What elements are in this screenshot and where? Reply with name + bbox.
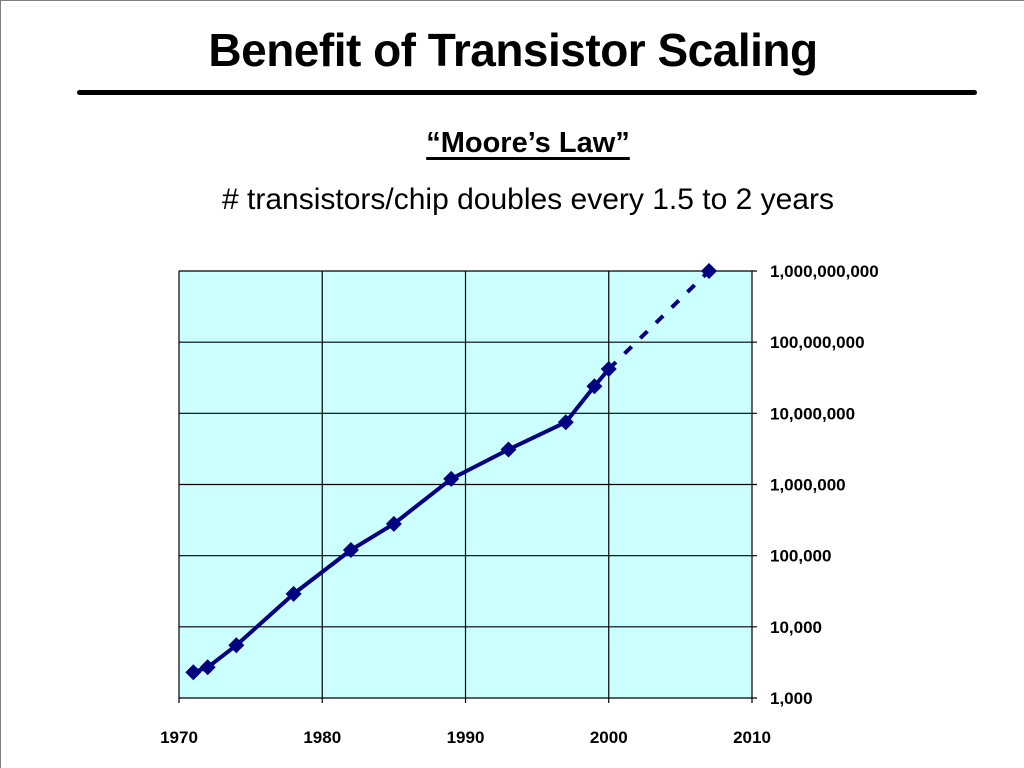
data-point — [199, 659, 216, 676]
title-divider — [77, 90, 977, 95]
data-point — [285, 585, 302, 602]
slide-caption: # transistors/chip doubles every 1.5 to … — [222, 183, 834, 216]
x-tick-label: 1980 — [303, 728, 341, 747]
data-point — [342, 542, 359, 559]
gridlines — [178, 270, 757, 703]
slide-subtitle: “Moore’s Law” — [426, 127, 630, 159]
y-tick-label: 10,000,000 — [770, 404, 855, 423]
x-tick-label: 2000 — [590, 728, 628, 747]
data-markers — [185, 263, 718, 681]
data-point — [600, 360, 617, 377]
data-point — [443, 470, 460, 487]
x-tick-label: 1990 — [447, 728, 485, 747]
y-tick-label: 100,000,000 — [770, 333, 865, 352]
x-tick-label: 2010 — [733, 728, 771, 747]
data-point — [701, 263, 718, 279]
y-tick-label: 1,000,000 — [770, 476, 846, 495]
projection-line — [607, 269, 711, 371]
tick-labels: 1,000 10,000 100,000 1,000,000 10,000,000 100… — [160, 262, 879, 747]
data-point — [586, 378, 603, 395]
y-tick-label: 1,000 — [770, 689, 813, 708]
x-tick-label: 1970 — [160, 728, 198, 747]
y-tick-label: 1,000,000,000 — [770, 262, 879, 281]
y-tick-label: 100,000 — [770, 547, 831, 566]
slide-title: Benefit of Transistor Scaling — [208, 24, 818, 76]
data-point — [557, 414, 574, 431]
data-point — [228, 637, 245, 654]
y-tick-label: 10,000 — [770, 618, 822, 637]
data-point — [185, 664, 202, 681]
data-point — [500, 441, 517, 458]
data-point — [385, 515, 402, 532]
